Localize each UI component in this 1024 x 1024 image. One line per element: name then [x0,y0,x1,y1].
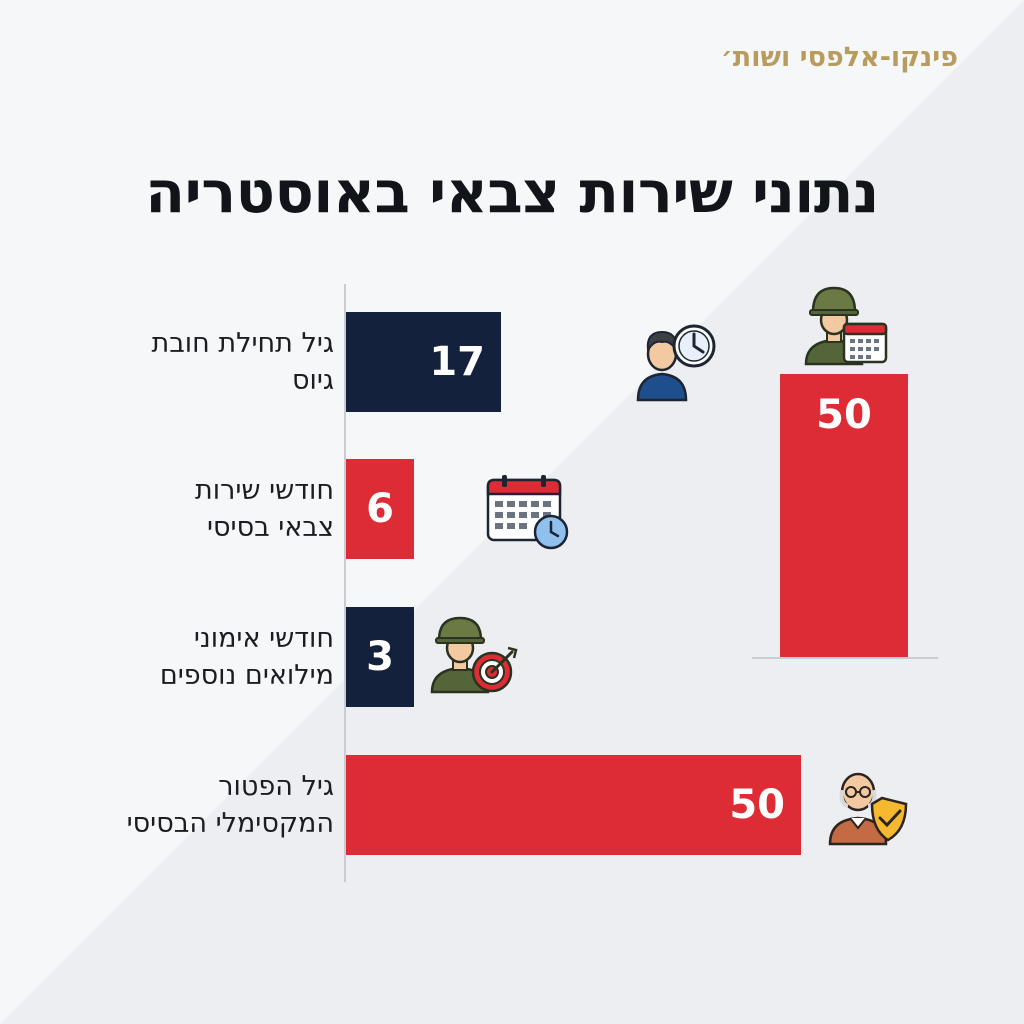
category-label-line: חודשי שירות [195,475,334,506]
bar-value-4: 50 [729,782,785,828]
bar-row-4: 50 [346,755,801,855]
category-label-line: גיוס [291,365,334,396]
bar-value-2: 6 [366,486,394,532]
category-label-4: גיל הפטור המקסימלי הבסיסי [14,768,334,842]
soldier-calendar-icon [804,286,888,366]
soldier-target-icon [430,616,518,694]
brand-name: פינקו-אלפסי ושות׳ [720,42,958,73]
side-bar-value: 50 [816,392,872,438]
bar-row-2: 6 [346,459,414,559]
elderly-shield-icon [828,772,908,846]
category-label-line: גיל הפטור [218,771,334,802]
bar-row-3: 3 [346,607,414,707]
category-label-line: גיל תחילת חובת [151,328,334,359]
category-label-line: חודשי אימוני [193,623,334,654]
category-label-1: גיל תחילת חובת גיוס [14,325,334,399]
category-label-line: מילואים נוספים [159,660,334,691]
bar-row-1: 17 [346,312,501,412]
bar-value-3: 3 [366,634,394,680]
category-label-2: חודשי שירות צבאי בסיסי [14,472,334,546]
category-label-line: צבאי בסיסי [206,512,334,543]
chart-axis-line [344,284,346,882]
bar-value-1: 17 [429,339,485,385]
page-title: נתוני שירות צבאי באוסטריה [145,158,879,226]
side-bar-baseline [752,657,938,659]
calendar-clock-icon [486,475,569,550]
person-clock-icon [636,324,716,402]
side-bar: 50 [780,374,908,658]
category-label-3: חודשי אימוני מילואים נוספים [14,620,334,694]
category-label-line: המקסימלי הבסיסי [126,808,334,839]
